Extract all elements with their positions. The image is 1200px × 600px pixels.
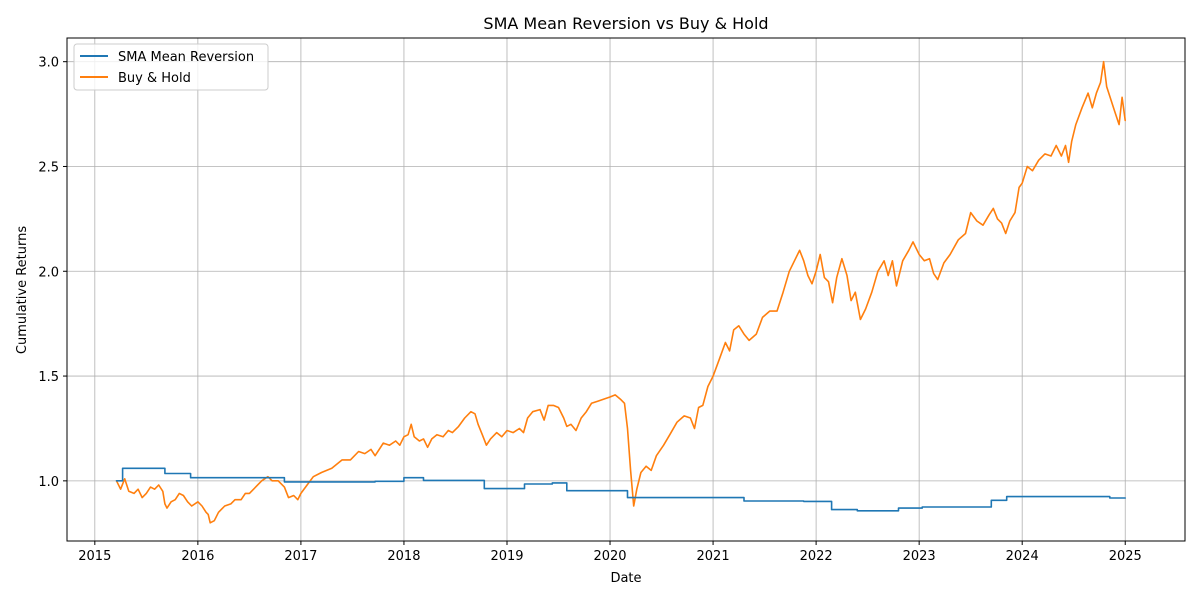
x-tick-label: 2016	[181, 549, 214, 564]
legend-label-buy-hold: Buy & Hold	[118, 71, 191, 86]
y-tick-label: 1.0	[38, 475, 59, 490]
legend: SMA Mean Reversion Buy & Hold	[73, 43, 269, 91]
y-axis-ticks: 1.0 1.5 2.0 2.5 3.0	[38, 56, 67, 490]
x-tick-label: 2022	[800, 549, 833, 564]
legend-box	[73, 43, 269, 91]
x-tick-label: 2018	[387, 549, 420, 564]
x-axis-label: Date	[610, 571, 641, 586]
y-axis-label: Cumulative Returns	[15, 226, 30, 354]
x-tick-label: 2015	[78, 549, 111, 564]
y-tick-label: 2.5	[38, 160, 59, 175]
x-tick-label: 2021	[697, 549, 730, 564]
y-tick-label: 2.0	[38, 265, 59, 280]
series-line-buy-and-hold	[115, 60, 1126, 524]
x-tick-label: 2023	[903, 549, 936, 564]
x-tick-label: 2017	[284, 549, 317, 564]
x-tick-label: 2019	[490, 549, 523, 564]
x-tick-label: 2020	[593, 549, 626, 564]
y-tick-label: 3.0	[38, 56, 59, 71]
series-layer	[115, 60, 1126, 524]
chart-title: SMA Mean Reversion vs Buy & Hold	[483, 14, 768, 33]
plot-frame	[66, 37, 1186, 542]
x-axis-ticks: 2015 2016 2017 2018 2019 2020 2021 2022 2023 2024…	[78, 541, 1142, 564]
x-tick-label: 2025	[1109, 549, 1142, 564]
x-tick-label: 2024	[1006, 549, 1039, 564]
y-tick-label: 1.5	[38, 370, 59, 385]
legend-label-sma: SMA Mean Reversion	[118, 50, 254, 65]
series-line-sma-mean-reversion	[115, 467, 1126, 512]
